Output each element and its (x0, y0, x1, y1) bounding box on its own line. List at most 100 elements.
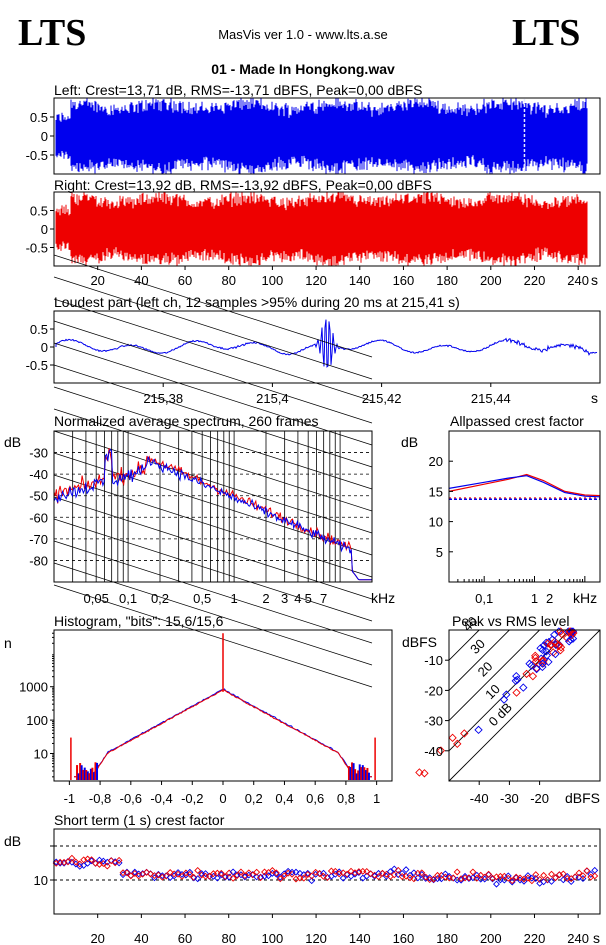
allpass-x-unit: kHz (573, 590, 597, 606)
peak-rms-ytick-label: -40 (424, 744, 443, 759)
short-crest-point (123, 869, 131, 877)
short-crest-point (508, 877, 516, 885)
peak-rms-point (448, 733, 457, 742)
file-name: 01 - Made In Hongkong.wav (211, 61, 395, 77)
short-crest-point (548, 877, 555, 885)
short-crest-point (469, 868, 477, 876)
spectrum-xtick-label: 0,2 (151, 591, 169, 606)
spectrum-xtick-label: 0,5 (193, 591, 211, 606)
right-x-unit: s (591, 272, 598, 288)
spectrum-slope-line (53, 320, 373, 424)
right-waveform (55, 192, 588, 266)
right-waveform-ytick-label: 0.5 (30, 204, 48, 219)
loudest-ytick-label: -0.5 (26, 358, 48, 373)
short-crest-point (540, 871, 548, 879)
short-crest-point (551, 874, 559, 882)
peak-rms-point (532, 664, 541, 674)
short-crest-point (390, 871, 398, 879)
short-crest-point (202, 872, 210, 880)
spectrum-ytick-label: -70 (29, 532, 48, 547)
allpass-ytick-label: 5 (436, 545, 443, 560)
peak-rms-point (502, 690, 511, 699)
short-crest-point (272, 870, 280, 878)
peak-rms-ytick-label: -10 (424, 653, 443, 668)
right-xtick-label: 200 (480, 273, 502, 288)
spectrum-xtick-label: 0,05 (84, 591, 109, 606)
short-crest-point (386, 868, 394, 876)
short-crest-point (103, 862, 111, 870)
right-waveform-frame (53, 191, 601, 267)
short-crest-point (272, 869, 280, 877)
spectrum-slope-line (53, 430, 373, 534)
short-crest-point (88, 856, 96, 864)
short-crest-point (591, 872, 599, 880)
short-crest-point (583, 867, 591, 875)
peak-rms-diagonal (448, 629, 510, 691)
app-title: MasVis ver 1.0 - www.lts.a.se (218, 27, 388, 42)
short-crest-title: Short term (1 s) crest factor (54, 812, 225, 828)
short-crest-point (375, 873, 383, 881)
short-crest-xtick-label: 140 (349, 931, 371, 945)
peak-rms-point (566, 635, 575, 644)
peak-rms-diagonal (448, 629, 601, 782)
allpass-xtick-label: 0,1 (475, 591, 493, 606)
spectrum-slope-line (53, 364, 373, 468)
histogram-left (74, 688, 372, 778)
loudest-part-title: Loudest part (left ch, 12 samples >95% d… (54, 294, 460, 310)
short-crest-point (327, 867, 335, 875)
short-crest-point (288, 868, 296, 876)
short-crest-point (524, 874, 532, 882)
allpass-frame (448, 430, 601, 583)
short-crest-xtick-label: 40 (134, 931, 148, 945)
histogram-xtick-label: 0,2 (245, 791, 263, 806)
spectrum-slope-line (53, 276, 373, 380)
loudest-waveform (55, 319, 598, 368)
spectrum-ytick-label: -40 (29, 467, 48, 482)
peak-rms-point (555, 641, 564, 650)
spectrum-slope-line (53, 584, 373, 688)
spectrum-xtick-label: 5 (305, 591, 312, 606)
spectrum-frame (53, 430, 373, 583)
spectrum-xtick-label: 3 (281, 591, 288, 606)
peak-rms-point (557, 629, 566, 639)
short-crest-point (115, 856, 123, 864)
left-waveform-title: Left: Crest=13,71 dB, RMS=-13,71 dBFS, P… (54, 82, 422, 98)
spectrum-slope-line (53, 518, 373, 622)
spectrum-ytick-label: -30 (29, 446, 48, 461)
short-crest-point (253, 868, 261, 876)
short-crest-point (504, 874, 512, 882)
short-crest-point (445, 874, 453, 882)
loudest-xtick-label: 215,4 (256, 391, 289, 406)
short-crest-point (206, 872, 213, 880)
spectrum-left (53, 448, 372, 581)
allpass-left (448, 475, 601, 498)
short-crest-point (213, 874, 221, 882)
short-crest-point (579, 872, 587, 880)
short-crest-ytick-label: 10 (34, 873, 48, 888)
peak-rms-point (539, 641, 548, 650)
loudest-xtick-label: 215,44 (471, 391, 511, 406)
short-crest-point (194, 875, 202, 883)
histogram-frame (53, 629, 393, 782)
histogram-xtick-label: 0,8 (337, 791, 355, 806)
short-crest-point (496, 872, 504, 880)
spectrum-title: Normalized average spectrum, 260 frames (54, 413, 319, 429)
waveform-layer (55, 98, 598, 368)
loudest-xtick-label: 215,42 (362, 391, 402, 406)
spectrum-slope-line (53, 254, 373, 358)
short-crest-xtick-label: 180 (436, 931, 458, 945)
short-crest-point (276, 875, 284, 883)
histogram-xtick-label: -0,2 (181, 791, 203, 806)
short-crest-point (229, 868, 237, 876)
short-crest-xtick-label: 200 (480, 931, 502, 945)
short-crest-point (532, 871, 540, 879)
histogram-title: Histogram, "bits": 15,6/15,6 (54, 613, 224, 629)
peak-rms-point (522, 669, 531, 679)
lts-logo-left: LTS (18, 12, 86, 54)
peak-rms-point (512, 671, 521, 681)
peak-rms-point (415, 768, 424, 777)
histogram-ytick-label: 100 (26, 713, 48, 728)
short-crest-point (280, 872, 288, 880)
peak-rms-point (542, 647, 551, 656)
